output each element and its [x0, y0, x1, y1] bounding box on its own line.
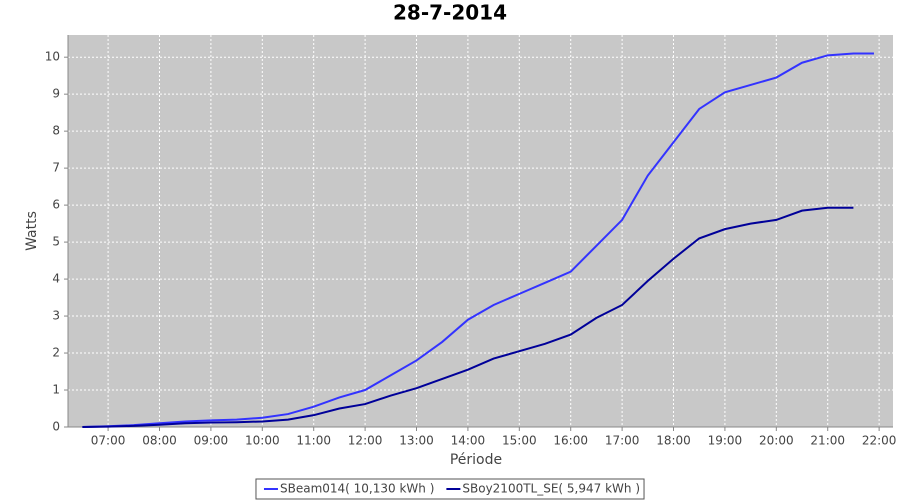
x-tick-label: 12:00: [348, 434, 383, 448]
series-line: [82, 206, 854, 428]
x-tick-label: 19:00: [708, 434, 743, 448]
x-tick-label: 07:00: [91, 434, 126, 448]
y-tick-label: 1: [52, 383, 60, 397]
x-tick-label: 14:00: [451, 434, 486, 448]
x-tick-label: 21:00: [810, 434, 845, 448]
y-axis-label: Watts: [24, 211, 40, 251]
y-tick-label: 10: [45, 50, 60, 64]
legend-label: SBoy2100TL_SE( 5,947 kWh ): [462, 482, 640, 496]
x-tick-label: 11:00: [296, 434, 331, 448]
x-tick-label: 20:00: [759, 434, 794, 448]
y-tick-label: 6: [52, 198, 60, 212]
legend: SBeam014( 10,130 kWh ) SBoy2100TL_SE( 5,9…: [255, 478, 645, 500]
y-tick-label: 5: [52, 235, 60, 249]
legend-label: SBeam014( 10,130 kWh ): [280, 482, 434, 496]
y-tick-label: 0: [52, 420, 60, 434]
y-tick-label: 8: [52, 124, 60, 138]
y-tick-label: 2: [52, 346, 60, 360]
y-tick-label: 3: [52, 309, 60, 323]
x-tick-label: 08:00: [142, 434, 177, 448]
x-tick-label: 18:00: [656, 434, 691, 448]
x-tick-label: 16:00: [553, 434, 588, 448]
x-tick-label: 15:00: [502, 434, 537, 448]
x-tick-label: 09:00: [194, 434, 229, 448]
x-axis-label: Période: [450, 452, 502, 468]
series-line: [82, 52, 874, 428]
x-tick-label: 22:00: [862, 434, 897, 448]
plot-area: [68, 35, 893, 427]
x-tick-label: 10:00: [245, 434, 280, 448]
y-tick-label: 9: [52, 87, 60, 101]
y-tick-label: 4: [52, 272, 60, 286]
y-tick-label: 7: [52, 161, 60, 175]
x-tick-label: 17:00: [605, 434, 640, 448]
chart-title: 28-7-2014: [393, 1, 507, 25]
x-tick-label: 13:00: [399, 434, 434, 448]
